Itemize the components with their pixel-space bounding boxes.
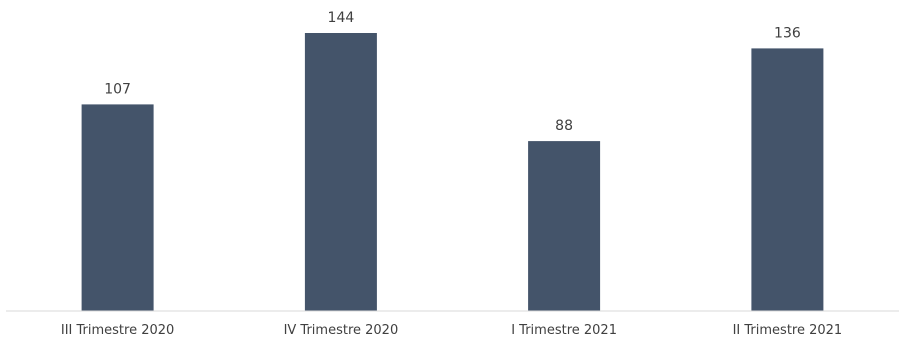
x-tick-label-2: IV Trimestre 2020: [284, 323, 399, 338]
data-label-3: 88: [555, 118, 573, 134]
bar-1: [82, 104, 154, 311]
x-tick-label-1: III Trimestre 2020: [61, 323, 174, 338]
data-label-1: 107: [104, 81, 131, 97]
bar-4: [751, 48, 823, 311]
x-tick-label-3: I Trimestre 2021: [511, 323, 617, 338]
bars-group: [82, 33, 824, 311]
bar-2: [305, 33, 377, 311]
data-labels-group: 107 144 88 136: [104, 10, 801, 134]
bar-3: [528, 141, 600, 311]
x-tick-labels-group: III Trimestre 2020 IV Trimestre 2020 I Tri…: [61, 323, 842, 338]
data-label-2: 144: [328, 10, 355, 26]
x-tick-label-4: II Trimestre 2021: [733, 323, 843, 338]
data-label-4: 136: [774, 25, 801, 41]
